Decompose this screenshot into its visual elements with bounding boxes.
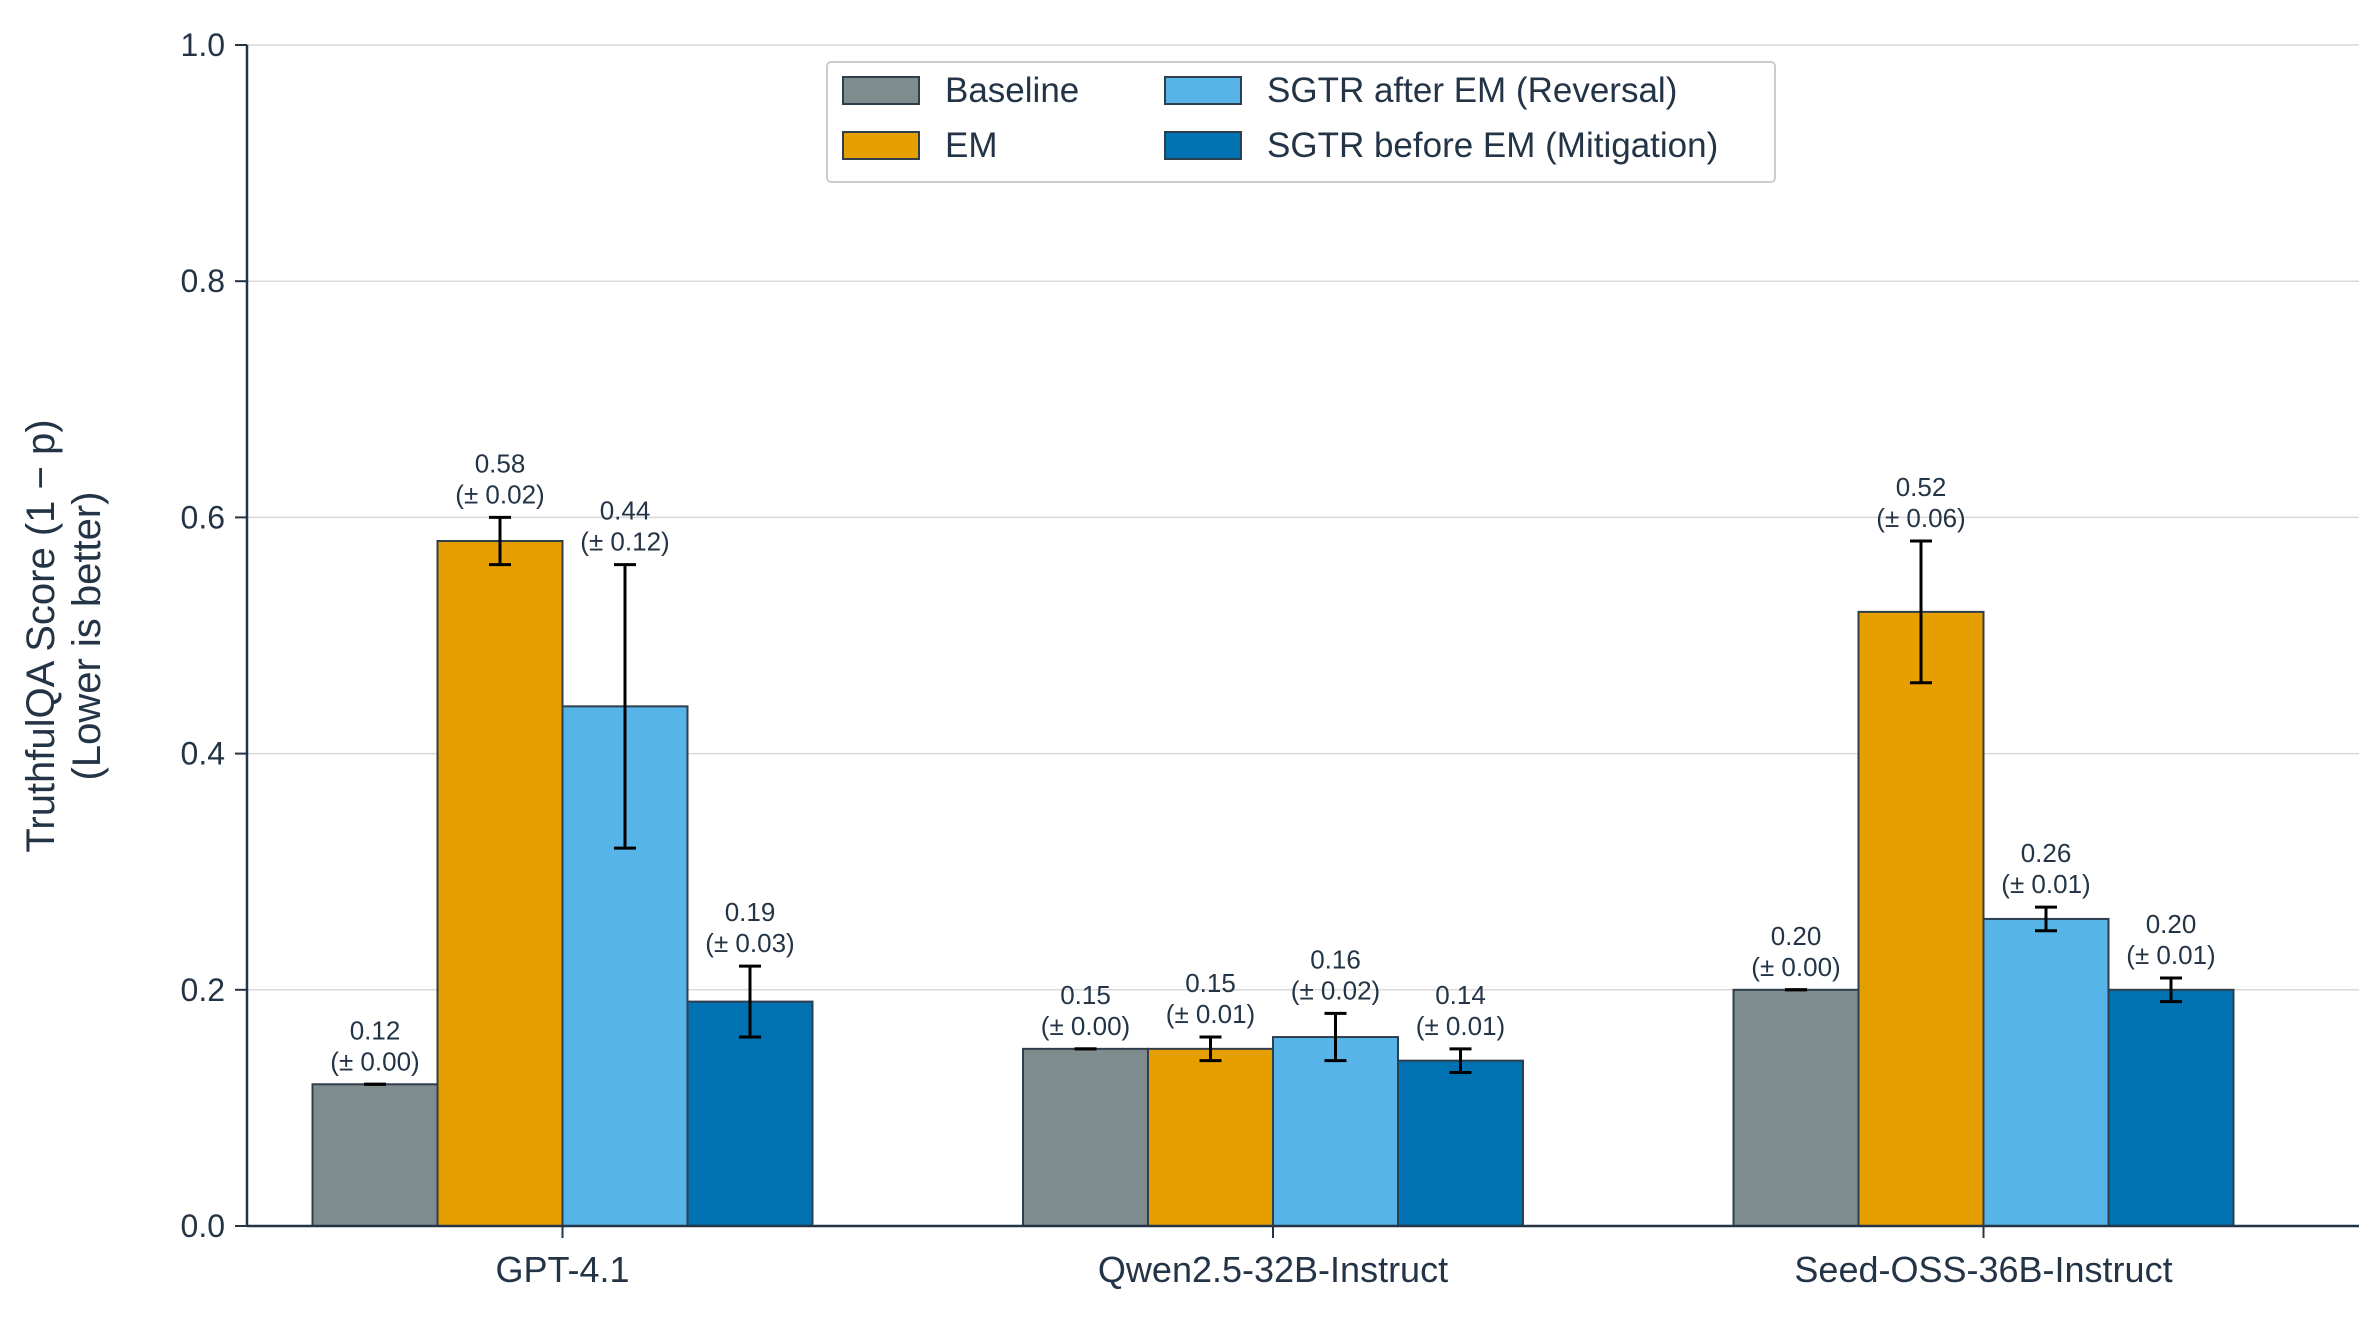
error-label: (± 0.00) — [1041, 1011, 1130, 1041]
bar-0-0 — [311, 1083, 439, 1228]
y-axis-title-line: TruthfulQA Score (1 − p) — [19, 419, 63, 852]
legend: Baseline EM SGTR after EM (Reversal) SGTR b… — [826, 61, 1776, 183]
error-label: (± 0.06) — [1876, 503, 1965, 533]
error-label: (± 0.02) — [455, 479, 544, 509]
value-label: 0.52 — [1896, 472, 1947, 502]
category-label: GPT-4.1 — [495, 1249, 629, 1290]
y-axis-title-line: (Lower is better) — [65, 492, 109, 781]
value-label: 0.12 — [350, 1015, 401, 1045]
y-tick-label: 0.6 — [181, 499, 225, 535]
value-label: 0.44 — [600, 496, 651, 526]
y-tick-label: 0.4 — [181, 736, 225, 772]
value-label: 0.26 — [2021, 838, 2072, 868]
value-label: 0.15 — [1185, 968, 1236, 998]
bar-2-2 — [1982, 917, 2110, 1227]
error-label: (± 0.01) — [2001, 869, 2090, 899]
y-axis-title: TruthfulQA Score (1 − p)(Lower is better… — [19, 419, 109, 852]
category-label: Seed-OSS-36B-Instruct — [1794, 1249, 2172, 1290]
legend-swatch — [1164, 76, 1242, 105]
error-label: (± 0.12) — [580, 527, 669, 557]
error-label: (± 0.01) — [2126, 940, 2215, 970]
legend-swatch — [842, 76, 920, 105]
error-label: (± 0.03) — [705, 928, 794, 958]
error-label: (± 0.00) — [1751, 952, 1840, 982]
bar-0-1 — [436, 540, 564, 1227]
y-tick-label: 0.8 — [181, 263, 225, 299]
bars — [311, 540, 2235, 1228]
bar-2-3 — [2107, 988, 2235, 1227]
value-label: 0.58 — [475, 448, 526, 478]
bar-2-1 — [1857, 610, 1985, 1227]
y-tick-label: 1.0 — [181, 27, 225, 63]
error-label: (± 0.01) — [1166, 999, 1255, 1029]
bar-2-0 — [1732, 988, 1860, 1227]
axes: 0.0 0.2 0.4 0.6 0.8 1.0 GPT-4.1 Qwen2.5-32B-Ins… — [19, 27, 2359, 1290]
value-label: 0.14 — [1435, 980, 1486, 1010]
y-tick-label: 0.2 — [181, 972, 225, 1008]
bar-1-2 — [1272, 1036, 1399, 1228]
value-label: 0.20 — [2146, 909, 2197, 939]
bar-1-0 — [1022, 1047, 1149, 1227]
value-label: 0.16 — [1310, 944, 1361, 974]
y-tick-label: 0.0 — [181, 1208, 225, 1244]
legend-label: EM — [945, 126, 998, 165]
bar-1-1 — [1147, 1047, 1274, 1227]
legend-swatch — [842, 131, 920, 160]
value-labels: (± 0.00)0.12(± 0.02)0.58(± 0.12)0.44(± 0… — [330, 448, 2215, 1076]
error-bars — [364, 515, 2182, 1086]
value-label: 0.20 — [1771, 921, 1822, 951]
error-label: (± 0.00) — [330, 1046, 419, 1076]
bar-1-3 — [1397, 1059, 1524, 1228]
legend-label: SGTR before EM (Mitigation) — [1267, 126, 1718, 165]
legend-label: Baseline — [945, 71, 1079, 110]
legend-swatch — [1164, 131, 1242, 160]
category-label: Qwen2.5-32B-Instruct — [1098, 1249, 1448, 1290]
value-label: 0.19 — [725, 897, 776, 927]
value-label: 0.15 — [1060, 980, 1111, 1010]
legend-box — [826, 61, 1776, 183]
legend-label: SGTR after EM (Reversal) — [1267, 71, 1677, 110]
error-label: (± 0.01) — [1416, 1011, 1505, 1041]
error-label: (± 0.02) — [1291, 975, 1380, 1005]
